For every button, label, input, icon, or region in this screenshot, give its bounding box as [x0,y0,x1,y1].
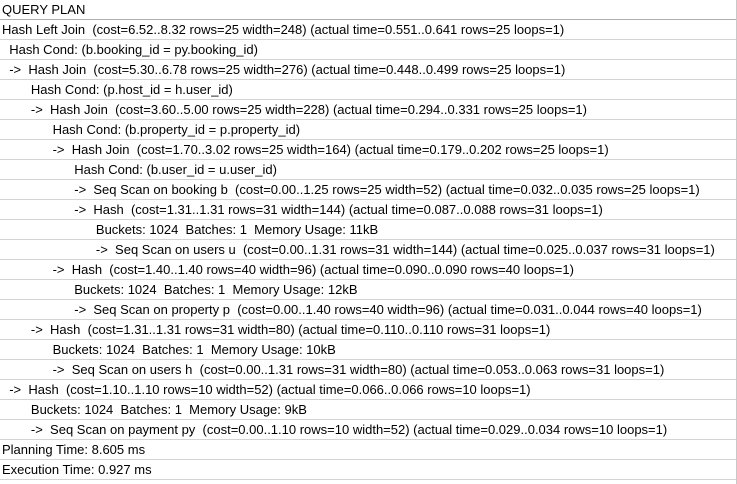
query-plan-row-text: Planning Time: 8.605 ms [2,442,146,457]
query-plan-row[interactable]: -> Seq Scan on payment py (cost=0.00..1.… [0,420,736,440]
query-plan-header-cell[interactable]: QUERY PLAN [0,0,736,20]
query-plan-row-text: Buckets: 1024 Batches: 1 Memory Usage: 1… [2,342,336,357]
query-plan-row-text: Hash Cond: (b.property_id = p.property_i… [2,122,301,137]
query-plan-row[interactable]: Execution Time: 0.927 ms [0,460,736,480]
query-plan-row-text: -> Hash (cost=1.40..1.40 rows=40 width=9… [2,262,574,277]
query-plan-row-text: Hash Cond: (b.user_id = u.user_id) [2,162,277,177]
query-plan-row-text: Execution Time: 0.927 ms [2,462,152,477]
query-plan-row-text: Hash Cond: (p.host_id = h.user_id) [2,82,233,97]
query-plan-row[interactable]: Planning Time: 8.605 ms [0,440,736,460]
query-plan-row[interactable]: -> Seq Scan on booking b (cost=0.00..1.2… [0,180,736,200]
query-plan-row-text: -> Seq Scan on payment py (cost=0.00..1.… [2,422,668,437]
query-plan-row[interactable]: -> Hash Join (cost=1.70..3.02 rows=25 wi… [0,140,736,160]
query-plan-row[interactable]: Hash Left Join (cost=6.52..8.32 rows=25 … [0,20,736,40]
query-plan-row[interactable]: Buckets: 1024 Batches: 1 Memory Usage: 9… [0,400,736,420]
query-plan-row[interactable]: -> Hash (cost=1.31..1.31 rows=31 width=8… [0,320,736,340]
query-plan-rows: Hash Left Join (cost=6.52..8.32 rows=25 … [0,20,736,480]
query-plan-row[interactable]: Hash Cond: (b.user_id = u.user_id) [0,160,736,180]
query-plan-row[interactable]: -> Seq Scan on users h (cost=0.00..1.31 … [0,360,736,380]
query-plan-row-text: -> Hash Join (cost=5.30..6.78 rows=25 wi… [2,62,566,77]
query-plan-row[interactable]: -> Hash (cost=1.40..1.40 rows=40 width=9… [0,260,736,280]
query-plan-row[interactable]: -> Hash (cost=1.10..1.10 rows=10 width=5… [0,380,736,400]
query-plan-row-text: -> Hash (cost=1.31..1.31 rows=31 width=8… [2,322,551,337]
query-plan-row-text: Buckets: 1024 Batches: 1 Memory Usage: 1… [2,282,358,297]
query-plan-row-text: -> Hash (cost=1.31..1.31 rows=31 width=1… [2,202,603,217]
query-plan-row[interactable]: Buckets: 1024 Batches: 1 Memory Usage: 1… [0,340,736,360]
query-plan-row[interactable]: Hash Cond: (b.property_id = p.property_i… [0,120,736,140]
query-plan-row-text: -> Hash Join (cost=3.60..5.00 rows=25 wi… [2,102,587,117]
query-plan-row-text: Buckets: 1024 Batches: 1 Memory Usage: 1… [2,222,379,237]
query-plan-row[interactable]: Buckets: 1024 Batches: 1 Memory Usage: 1… [0,280,736,300]
query-plan-row[interactable]: Hash Cond: (b.booking_id = py.booking_id… [0,40,736,60]
query-plan-row[interactable]: -> Seq Scan on property p (cost=0.00..1.… [0,300,736,320]
query-plan-row[interactable]: -> Hash Join (cost=3.60..5.00 rows=25 wi… [0,100,736,120]
query-plan-row[interactable]: -> Hash Join (cost=5.30..6.78 rows=25 wi… [0,60,736,80]
query-plan-row[interactable]: -> Hash (cost=1.31..1.31 rows=31 width=1… [0,200,736,220]
query-plan-row-text: -> Seq Scan on property p (cost=0.00..1.… [2,302,702,317]
query-plan-row[interactable]: Buckets: 1024 Batches: 1 Memory Usage: 1… [0,220,736,240]
query-plan-row-text: Hash Left Join (cost=6.52..8.32 rows=25 … [2,22,565,37]
query-plan-row-text: Hash Cond: (b.booking_id = py.booking_id… [2,42,258,57]
query-plan-row[interactable]: -> Seq Scan on users u (cost=0.00..1.31 … [0,240,736,260]
query-plan-row-text: -> Seq Scan on booking b (cost=0.00..1.2… [2,182,700,197]
query-plan-row-text: -> Seq Scan on users u (cost=0.00..1.31 … [2,242,715,257]
query-plan-row-text: -> Hash Join (cost=1.70..3.02 rows=25 wi… [2,142,609,157]
query-plan-row-text: Buckets: 1024 Batches: 1 Memory Usage: 9… [2,402,307,417]
query-plan-row-text: -> Hash (cost=1.10..1.10 rows=10 width=5… [2,382,531,397]
query-plan-row[interactable]: Hash Cond: (p.host_id = h.user_id) [0,80,736,100]
query-plan-row-text: -> Seq Scan on users h (cost=0.00..1.31 … [2,362,665,377]
query-plan-header-label: QUERY PLAN [2,2,86,17]
